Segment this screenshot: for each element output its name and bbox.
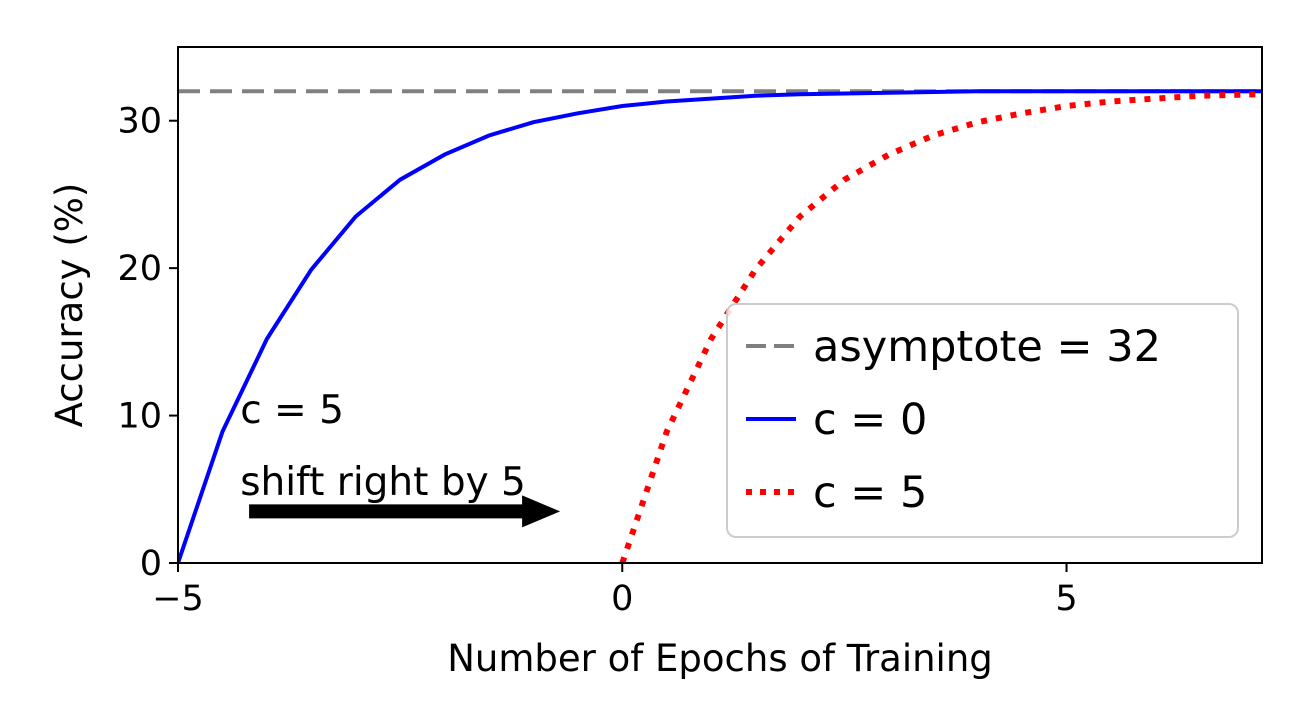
x-tick-label: 0 (611, 579, 633, 619)
y-tick-label: 10 (117, 397, 162, 437)
annotation-text: c = 5 (240, 388, 344, 433)
legend: asymptote = 32 c = 0 c = 5 (726, 303, 1239, 538)
y-tick-label: 20 (117, 249, 162, 289)
y-tick-label: 30 (117, 102, 162, 142)
x-tick-label: −5 (152, 579, 204, 619)
plot-frame (177, 46, 1263, 564)
legend-label-c-5: c = 5 (813, 468, 927, 518)
x-tick-label: 5 (1055, 579, 1077, 619)
x-axis-label: Number of Epochs of Training (447, 637, 993, 680)
annotation-layer: c = 5 shift right by 5 (240, 388, 561, 528)
legend-label-asymptote-32: asymptote = 32 (813, 322, 1161, 372)
series-layer (178, 89, 1262, 563)
y-tick-label: 0 (140, 544, 162, 584)
y-axis-label: Accuracy (%) (48, 183, 91, 428)
series-line-c-0 (178, 89, 1262, 563)
shift-arrow (249, 495, 561, 528)
annotation-text: shift right by 5 (240, 460, 526, 505)
legend-box (726, 303, 1239, 538)
legend-label-c-0: c = 0 (813, 395, 927, 445)
